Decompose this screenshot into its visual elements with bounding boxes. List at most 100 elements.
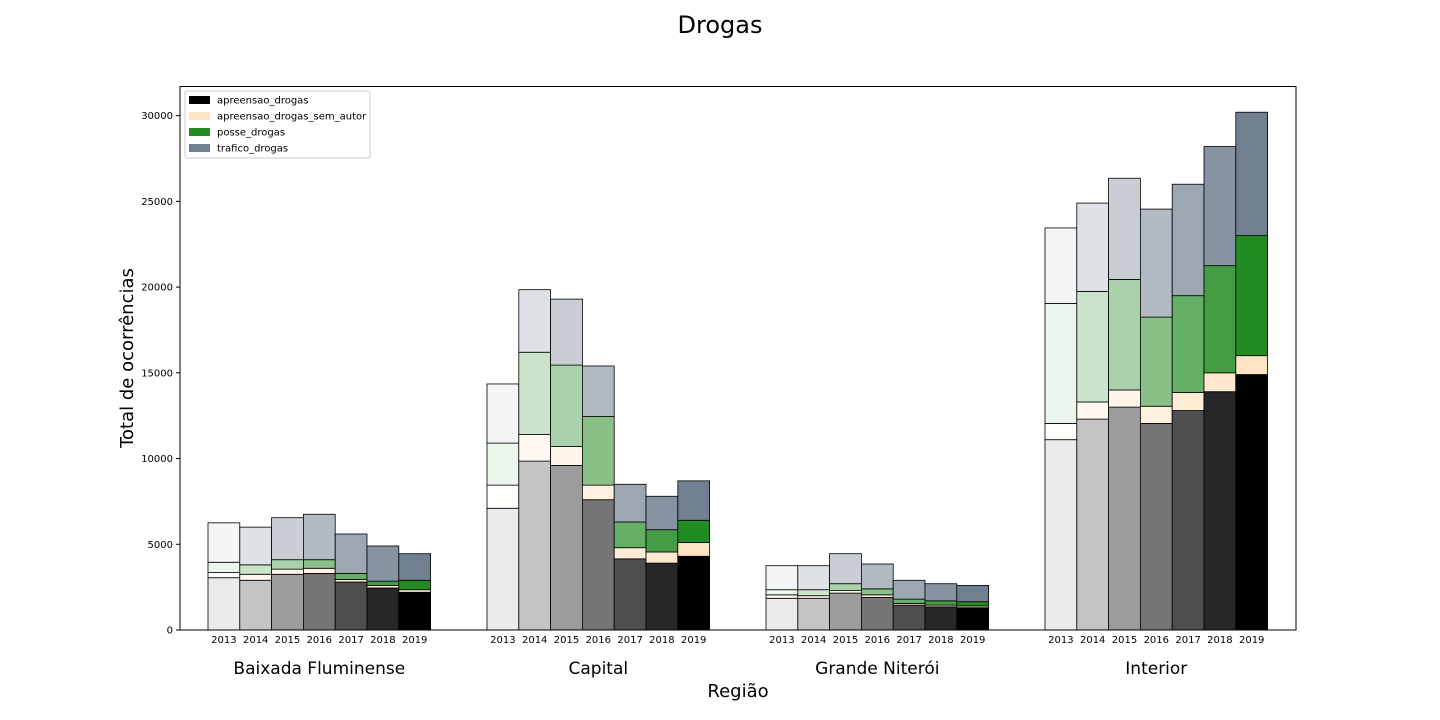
chart-title: Drogas: [678, 11, 763, 39]
bar-apreensao_drogas-baixada-fluminense-2018: [366, 587, 400, 631]
bar-posse_drogas-baixada-fluminense-2019: [398, 579, 431, 591]
legend-swatch-apreensao_drogas: [189, 96, 210, 104]
legend-swatch-posse_drogas: [189, 128, 210, 136]
bar-trafico_drogas-interior-2015: [1108, 177, 1141, 280]
x-tick-label: 2018: [1207, 635, 1232, 646]
bar-apreensao_drogas-grande-niterói-2019: [956, 607, 989, 631]
bar-apreensao_drogas-capital-2019: [677, 555, 710, 631]
y-tick-label: 20000: [141, 283, 173, 294]
bar-trafico_drogas-capital-2019: [677, 480, 710, 521]
bar-apreensao_drogas_sem_autor-capital-2019: [677, 542, 710, 557]
x-axis-label: Região: [707, 681, 768, 702]
bar-trafico_drogas-grande-niterói-2019: [956, 585, 989, 603]
bar-apreensao_drogas-baixada-fluminense-2019: [398, 591, 431, 631]
bar-posse_drogas-interior-2017: [1171, 295, 1205, 393]
x-tick-label: 2016: [586, 635, 611, 646]
bar-posse_drogas-grande-niterói-2018: [924, 600, 958, 606]
bar-apreensao_drogas-capital-2018: [645, 562, 679, 631]
y-axis-label: Total de ocorrências: [117, 268, 138, 449]
y-tick-label: 0: [167, 626, 173, 637]
bar-trafico_drogas-capital-2013: [486, 383, 520, 444]
bar-apreensao_drogas-interior-2017: [1171, 410, 1205, 631]
bar-posse_drogas-capital-2017: [613, 521, 647, 549]
bar-posse_drogas-capital-2018: [645, 529, 679, 553]
bar-trafico_drogas-interior-2016: [1140, 208, 1173, 318]
bar-posse_drogas-interior-2019: [1235, 235, 1269, 357]
bar-trafico_drogas-baixada-fluminense-2014: [239, 526, 273, 566]
bar-apreensao_drogas-grande-niterói-2018: [924, 606, 958, 631]
x-tick-label: 2019: [402, 635, 427, 646]
bar-apreensao_drogas-grande-niterói-2017: [892, 604, 926, 631]
bar-posse_drogas-baixada-fluminense-2016: [302, 559, 336, 569]
bar-apreensao_drogas-capital-2013: [486, 507, 520, 631]
x-tick-label: 2017: [617, 635, 642, 646]
bar-trafico_drogas-grande-niterói-2016: [861, 563, 894, 590]
bar-trafico_drogas-baixada-fluminense-2016: [302, 513, 336, 561]
ticks-layer: 2013 2014 2015 2016 2017 2018 2019 Baixada Flum…: [141, 111, 1264, 679]
x-tick-label: 2014: [522, 635, 547, 646]
bar-apreensao_drogas_sem_autor-interior-2015: [1108, 389, 1141, 408]
bar-apreensao_drogas_sem_autor-capital-2015: [550, 446, 583, 466]
bar-posse_drogas-capital-2019: [677, 519, 710, 543]
bar-posse_drogas-baixada-fluminense-2018: [366, 580, 400, 586]
bar-apreensao_drogas-interior-2013: [1044, 439, 1078, 631]
bar-posse_drogas-baixada-fluminense-2015: [271, 559, 304, 570]
bar-posse_drogas-capital-2014: [518, 351, 551, 435]
bar-posse_drogas-baixada-fluminense-2014: [239, 564, 273, 575]
bar-posse_drogas-grande-niterói-2013: [765, 589, 799, 596]
bar-posse_drogas-grande-niterói-2017: [892, 598, 926, 604]
bar-trafico_drogas-capital-2017: [613, 483, 647, 523]
x-tick-label: 2018: [928, 635, 953, 646]
x-tick-label: 2015: [1112, 635, 1137, 646]
x-tick-label: 2019: [681, 635, 706, 646]
bar-trafico_drogas-grande-niterói-2015: [829, 553, 862, 585]
bar-apreensao_drogas_sem_autor-capital-2013: [486, 484, 520, 509]
bar-apreensao_drogas_sem_autor-capital-2018: [645, 551, 679, 564]
bar-posse_drogas-interior-2013: [1044, 302, 1078, 424]
bar-posse_drogas-interior-2014: [1076, 290, 1110, 403]
bar-apreensao_drogas-baixada-fluminense-2017: [334, 581, 368, 631]
bar-trafico_drogas-baixada-fluminense-2013: [207, 522, 241, 563]
bar-trafico_drogas-baixada-fluminense-2017: [334, 533, 368, 574]
x-tick-label: 2017: [338, 635, 363, 646]
bar-trafico_drogas-grande-niterói-2018: [924, 583, 958, 602]
bar-apreensao_drogas_sem_autor-interior-2017: [1171, 392, 1205, 411]
y-tick-label: 5000: [148, 540, 173, 551]
legend-label-apreensao_drogas: apreensao_drogas: [217, 96, 309, 107]
x-tick-label: 2016: [865, 635, 890, 646]
bar-posse_drogas-capital-2015: [550, 364, 583, 447]
bar-apreensao_drogas_sem_autor-capital-2016: [582, 484, 615, 501]
bar-posse_drogas-baixada-fluminense-2017: [334, 573, 368, 580]
bar-trafico_drogas-grande-niterói-2017: [892, 579, 926, 600]
bar-apreensao_drogas-grande-niterói-2013: [765, 597, 799, 631]
bar-apreensao_drogas_sem_autor-capital-2017: [613, 547, 647, 560]
bar-apreensao_drogas_sem_autor-baixada-fluminense-2014: [239, 573, 273, 581]
bar-apreensao_drogas_sem_autor-interior-2014: [1076, 401, 1110, 420]
bar-trafico_drogas-capital-2015: [550, 298, 583, 366]
bar-apreensao_drogas_sem_autor-grande-niterói-2013: [765, 594, 799, 599]
x-tick-label: 2013: [490, 635, 515, 646]
bar-posse_drogas-grande-niterói-2019: [956, 601, 989, 607]
x-tick-label: 2014: [1080, 635, 1105, 646]
x-tick-label: 2013: [769, 635, 794, 646]
x-tick-label: 2019: [960, 635, 985, 646]
legend-swatch-trafico_drogas: [189, 144, 210, 152]
bar-posse_drogas-capital-2013: [486, 442, 520, 486]
legend-swatch-apreensao_drogas_sem_autor: [189, 112, 210, 120]
region-label: Interior: [1125, 659, 1187, 679]
x-tick-label: 2015: [275, 635, 300, 646]
bar-apreensao_drogas-grande-niterói-2014: [797, 597, 830, 631]
x-tick-label: 2013: [211, 635, 236, 646]
bar-trafico_drogas-interior-2019: [1235, 111, 1269, 237]
y-tick-label: 30000: [141, 111, 173, 122]
region-label: Capital: [568, 659, 628, 679]
bar-trafico_drogas-interior-2018: [1203, 146, 1237, 267]
legend-box: [184, 90, 371, 159]
y-tick-label: 25000: [141, 197, 173, 208]
bar-apreensao_drogas_sem_autor-capital-2014: [518, 434, 551, 462]
x-tick-label: 2014: [801, 635, 826, 646]
bar-apreensao_drogas_sem_autor-baixada-fluminense-2016: [302, 567, 336, 574]
bar-posse_drogas-grande-niterói-2015: [829, 583, 862, 591]
bars-layer: [207, 111, 1269, 631]
